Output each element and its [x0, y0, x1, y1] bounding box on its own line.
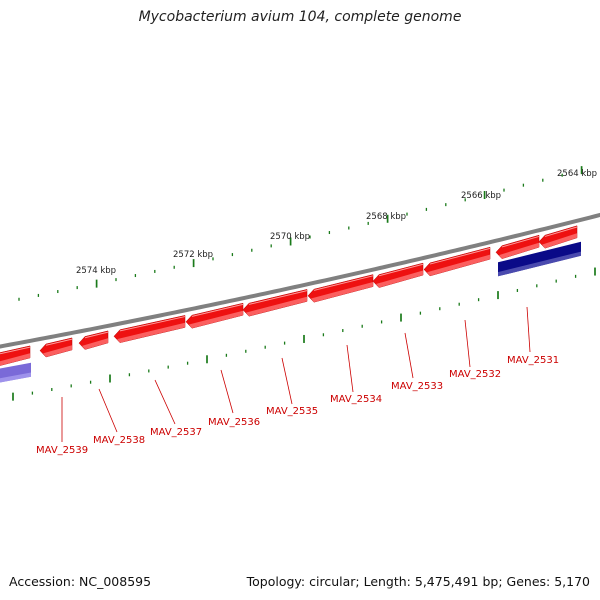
- gene-label-mav_2539: MAV_2539: [36, 397, 88, 456]
- gene-name: MAV_2539: [36, 445, 88, 456]
- gene-arrow-forward: [78, 330, 109, 350]
- gene-label-mav_2534: MAV_2534: [330, 344, 382, 405]
- gene-name: MAV_2531: [507, 355, 559, 366]
- gene-label-mav_2532: MAV_2532: [449, 319, 501, 380]
- kbp-labels: 2564 kbp 2566 kbp 2568 kbp 2570 kbp 2572 kbp…: [76, 169, 597, 276]
- gene-label-mav_2531: MAV_2531: [507, 306, 559, 366]
- gene-box-reverse: [0, 362, 31, 383]
- gene-label-mav_2535: MAV_2535: [266, 357, 318, 417]
- gene-arrow-forward: [113, 315, 186, 343]
- kbp-label: 2570 kbp: [270, 232, 310, 242]
- gene-leader-line: [404, 332, 414, 379]
- gene-leader-line: [154, 379, 176, 425]
- gene-label-mav_2538: MAV_2538: [93, 388, 145, 446]
- gene-name: MAV_2536: [208, 417, 260, 428]
- gene-leader-line: [526, 306, 531, 353]
- accession-label: Accession: NC_008595: [9, 574, 152, 589]
- gene-arrow-forward: [538, 225, 578, 249]
- gene-label-mav_2536: MAV_2536: [208, 369, 260, 428]
- gene-arrow-forward: [242, 289, 308, 317]
- gene-leader-line: [220, 369, 234, 414]
- inner-tick-ring: [12, 267, 596, 401]
- gene-track: [0, 225, 581, 383]
- gene-arrow-forward: [372, 262, 424, 288]
- gene-arrow-forward: [185, 302, 244, 329]
- kbp-label: 2568 kbp: [366, 212, 406, 222]
- kbp-label: 2572 kbp: [173, 250, 213, 260]
- gene-leader-line: [464, 319, 471, 368]
- kbp-label: 2566 kbp: [461, 191, 501, 201]
- gene-labels: MAV_2531 MAV_2532 MAV_2533 MAV_2534 MAV_2535…: [36, 306, 559, 456]
- gene-arrow-forward: [39, 337, 73, 358]
- gene-box-reverse: [498, 241, 581, 277]
- gene-name: MAV_2538: [93, 435, 145, 446]
- gene-name: MAV_2533: [391, 381, 443, 392]
- gene-name: MAV_2532: [449, 369, 501, 380]
- genome-backbone: [0, 212, 600, 349]
- gene-leader-line: [346, 344, 354, 393]
- outer-tick-ring: [18, 166, 583, 301]
- gene-label-mav_2537: MAV_2537: [150, 379, 202, 438]
- gene-name: MAV_2537: [150, 427, 202, 438]
- gene-leader-line: [98, 388, 118, 433]
- map-title: Mycobacterium avium 104, complete genome: [138, 9, 462, 25]
- gene-name: MAV_2535: [266, 406, 318, 417]
- gene-arrow-forward: [0, 345, 31, 366]
- gene-name: MAV_2534: [330, 394, 382, 405]
- gene-arrow-forward: [423, 246, 491, 277]
- gene-leader-line: [281, 357, 293, 405]
- kbp-label: 2574 kbp: [76, 266, 116, 276]
- gene-label-mav_2533: MAV_2533: [391, 332, 443, 392]
- gene-arrow-forward: [307, 274, 374, 303]
- kbp-label: 2564 kbp: [557, 169, 597, 179]
- gene-arrow-forward: [495, 234, 540, 259]
- genome-summary: Topology: circular; Length: 5,475,491 bp…: [246, 574, 590, 589]
